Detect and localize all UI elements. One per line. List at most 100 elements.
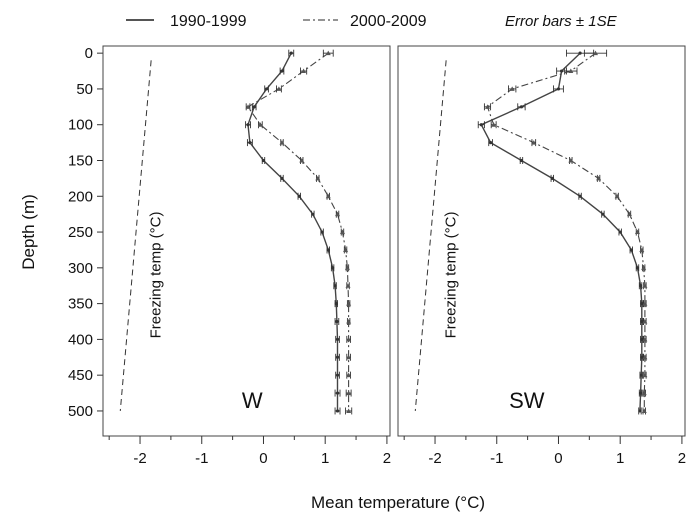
error-bar <box>346 335 352 343</box>
y-tick-label: 100 <box>68 117 93 134</box>
legend-note: Error bars ± 1SE <box>505 13 618 30</box>
data-point <box>346 408 352 413</box>
error-bar <box>642 282 648 290</box>
y-tick-label: 350 <box>68 296 93 313</box>
data-point <box>326 248 330 252</box>
panel-sw-label: SW <box>509 388 545 413</box>
series-line-1 <box>247 52 339 411</box>
error-bar <box>345 407 353 415</box>
x-tick-label: -2 <box>428 450 441 467</box>
error-bar <box>335 210 341 218</box>
data-point <box>559 69 564 73</box>
data-point <box>578 194 582 198</box>
error-bar <box>279 139 285 147</box>
error-bar <box>640 353 644 361</box>
error-bar <box>483 103 492 111</box>
data-point <box>639 247 645 252</box>
error-bar <box>280 174 284 182</box>
error-bar <box>564 67 578 75</box>
data-point <box>519 105 524 109</box>
error-bar <box>553 85 564 93</box>
error-bar <box>641 389 647 397</box>
y-tick-label: 0 <box>85 45 93 62</box>
error-bar <box>490 121 497 129</box>
error-bar <box>519 156 524 164</box>
panel-w-freezing-label: Freezing temp (°C) <box>147 212 164 339</box>
error-bar <box>326 246 330 254</box>
error-bar <box>641 407 647 415</box>
data-point <box>346 354 352 360</box>
error-bar <box>335 353 340 361</box>
error-bar <box>596 174 602 182</box>
data-point <box>335 355 340 359</box>
error-bar <box>568 156 574 164</box>
data-point <box>280 69 284 73</box>
y-tick-label: 500 <box>68 403 93 420</box>
x-axis-title: Mean temperature (°C) <box>311 493 485 512</box>
data-point <box>635 266 640 270</box>
error-bar <box>618 228 622 236</box>
panel-w-label: W <box>242 388 263 413</box>
data-point <box>640 319 644 324</box>
x-tick-label: 2 <box>678 450 686 467</box>
data-point <box>641 408 647 413</box>
data-point <box>333 284 337 288</box>
data-point <box>568 68 574 74</box>
data-point <box>245 104 251 109</box>
error-bar <box>275 85 282 93</box>
data-point <box>335 391 340 395</box>
error-bar <box>297 192 301 200</box>
data-point <box>626 211 632 217</box>
data-point <box>642 301 648 306</box>
data-point <box>519 158 524 163</box>
error-bar <box>641 264 647 272</box>
data-point <box>264 87 269 91</box>
data-point <box>343 247 349 252</box>
data-point <box>578 51 582 55</box>
data-point <box>346 372 352 378</box>
error-bar <box>601 210 605 218</box>
panel-w-x-axis: -2 -1 0 1 2 <box>108 436 391 467</box>
data-point <box>279 140 285 145</box>
data-point <box>289 51 293 55</box>
data-point <box>550 176 554 180</box>
panel-sw-x-axis: -2 -1 0 1 2 <box>403 436 686 467</box>
error-bar <box>343 246 349 254</box>
x-tick-label: 1 <box>321 450 329 467</box>
data-point <box>346 390 352 396</box>
x-tick-label: -2 <box>133 450 146 467</box>
data-point <box>331 266 335 270</box>
series-line-1 <box>480 52 643 412</box>
error-bar <box>334 407 341 415</box>
data-point <box>334 302 338 306</box>
error-bar <box>346 318 352 326</box>
data-point <box>346 301 352 306</box>
error-bar <box>325 192 331 200</box>
error-bar <box>257 121 263 129</box>
error-bar <box>315 174 321 182</box>
panel-sw-frame <box>397 45 686 437</box>
error-bar <box>550 174 554 182</box>
error-bar <box>642 353 648 361</box>
data-point <box>640 302 644 306</box>
error-bar <box>477 121 485 129</box>
data-point <box>248 141 252 145</box>
data-point <box>344 265 350 270</box>
freezing-line <box>414 60 447 411</box>
error-bar <box>334 300 338 308</box>
data-point <box>488 141 493 145</box>
data-point <box>335 409 340 413</box>
x-tick-label: 0 <box>259 450 267 467</box>
error-bar <box>251 103 257 111</box>
error-bar <box>311 210 315 218</box>
error-bar <box>640 318 644 326</box>
error-bar <box>345 282 351 290</box>
error-bar <box>614 192 620 200</box>
error-bar <box>488 139 493 147</box>
error-bar <box>346 371 352 379</box>
y-tick-label: 250 <box>68 224 93 241</box>
error-bar <box>264 85 269 93</box>
error-bar <box>638 407 642 415</box>
